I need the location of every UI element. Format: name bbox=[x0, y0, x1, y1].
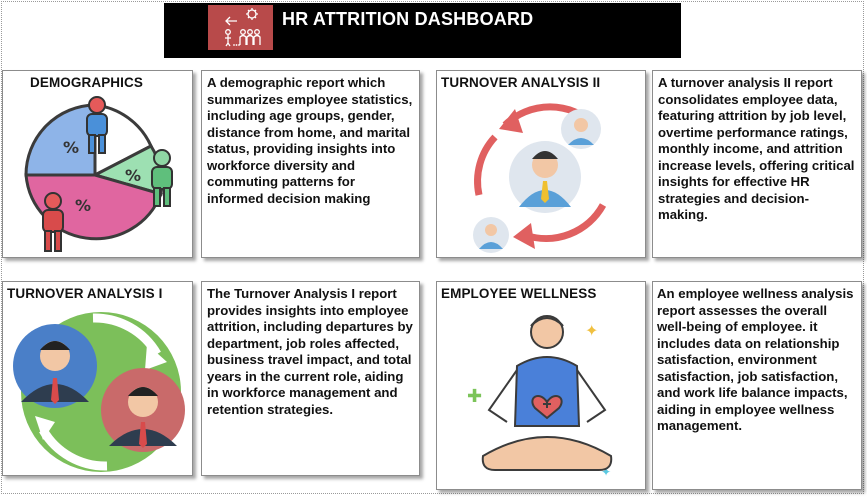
section-description: A turnover analysis II report consolidat… bbox=[658, 75, 855, 222]
card-title: TURNOVER ANALYSIS I bbox=[7, 286, 163, 301]
turnover-analysis-ii-description-card: A turnover analysis II report consolidat… bbox=[652, 70, 862, 258]
turnover-cycle-icon bbox=[465, 95, 625, 260]
demographics-card[interactable]: DEMOGRAPHICS % % % bbox=[2, 70, 193, 258]
section-description: An employee wellness analysis report ass… bbox=[657, 286, 854, 433]
svg-text:%: % bbox=[125, 166, 141, 185]
turnover-analysis-ii-card[interactable]: TURNOVER ANALYSIS II bbox=[436, 70, 646, 258]
dashboard-title: HR ATTRITION DASHBOARD bbox=[282, 9, 534, 29]
wellness-meditation-icon: ✦ ✚ ✦ bbox=[467, 306, 627, 491]
section-description: The Turnover Analysis I report provides … bbox=[207, 286, 413, 417]
card-title: EMPLOYEE WELLNESS bbox=[441, 286, 597, 301]
demographics-pie-icon: % % % bbox=[17, 95, 187, 260]
dashboard-header: HR ATTRITION DASHBOARD bbox=[164, 3, 681, 58]
svg-text:%: % bbox=[63, 138, 79, 157]
svg-text:%: % bbox=[75, 196, 91, 215]
employee-wellness-card[interactable]: EMPLOYEE WELLNESS ✦ ✚ ✦ bbox=[436, 281, 646, 490]
section-description: A demographic report which summarizes em… bbox=[207, 75, 413, 206]
svg-text:✦: ✦ bbox=[585, 321, 598, 340]
card-title: TURNOVER ANALYSIS II bbox=[441, 75, 601, 90]
employee-wellness-description-card: An employee wellness analysis report ass… bbox=[652, 281, 862, 490]
turnover-analysis-i-card[interactable]: TURNOVER ANALYSIS I bbox=[2, 281, 193, 476]
card-title: DEMOGRAPHICS bbox=[30, 75, 143, 90]
turnover-analysis-i-description-card: The Turnover Analysis I report provides … bbox=[201, 281, 420, 476]
svg-text:✚: ✚ bbox=[467, 386, 482, 407]
demographics-description-card: A demographic report which summarizes em… bbox=[201, 70, 420, 258]
hr-attrition-logo-icon bbox=[208, 5, 273, 50]
svg-text:✦: ✦ bbox=[601, 465, 611, 479]
employee-exchange-icon bbox=[7, 304, 189, 479]
